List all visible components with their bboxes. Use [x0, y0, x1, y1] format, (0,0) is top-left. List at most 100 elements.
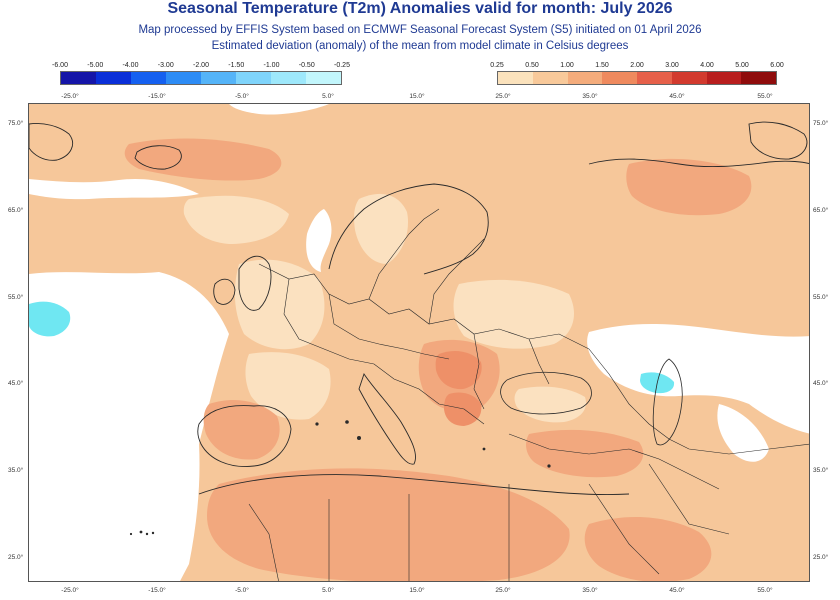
legend-tick-label: 0.50 [525, 62, 539, 69]
island-dot [357, 436, 361, 440]
island-dot [139, 530, 143, 534]
legend-tick-label: 2.00 [630, 62, 644, 69]
lon-label-bottom: 55.0° [757, 587, 773, 594]
lat-label-left: 75.0° [8, 120, 24, 127]
border-line [588, 348, 809, 455]
lat-label-left: 65.0° [8, 207, 24, 214]
border-line [283, 278, 485, 425]
legend-negative-bar [60, 71, 342, 85]
legend-swatch [306, 72, 341, 84]
island-dot [547, 464, 551, 468]
lon-label-top: -15.0° [148, 93, 166, 100]
legend-tick-label: -1.50 [228, 62, 245, 69]
neutral-zone-caspian [717, 404, 769, 462]
legend-tick-label: 3.00 [665, 62, 679, 69]
legend-tick-label: -5.00 [87, 62, 104, 69]
medium-anomaly-sahara [207, 468, 570, 581]
legend-swatch [741, 72, 776, 84]
island-dot [345, 420, 349, 424]
border-line [508, 433, 720, 490]
legend-tick-label: 1.50 [595, 62, 609, 69]
medium-anomaly-iberia [203, 400, 280, 460]
lon-label-top: 15.0° [409, 93, 425, 100]
neutral-zone-ukraine-russia [587, 324, 809, 434]
legend-tick-label: -4.00 [122, 62, 139, 69]
border-line [328, 293, 450, 360]
border-line [473, 333, 485, 410]
coastline-greenland [29, 123, 73, 161]
medium-anomaly-north-atlantic-band [124, 138, 282, 181]
lat-label-right: 55.0° [813, 294, 829, 301]
lat-label-right: 45.0° [813, 380, 829, 387]
legend-tick-label: -6.00 [52, 62, 68, 69]
lon-label-top: 5.0° [322, 93, 334, 100]
legend-swatch [637, 72, 672, 84]
legend-swatch [166, 72, 201, 84]
light-anomaly-poland-belarus [453, 279, 574, 349]
cool-anomaly-atlantic [29, 301, 71, 337]
legend-tick-label: -1.00 [263, 62, 280, 69]
lon-label-top: 35.0° [582, 93, 598, 100]
legend-negative-ticks: -6.00 -5.00 -4.00 -3.00 -2.00 -1.50 -1.00 -0.50… [52, 62, 350, 72]
coastline-britain [238, 255, 272, 311]
coastline-scandinavia [328, 183, 489, 275]
island-dot [315, 422, 319, 426]
anomaly-map-svg [29, 104, 809, 581]
light-anomaly-north-atlantic [183, 195, 289, 244]
coastlines [29, 121, 809, 495]
coastline-italy [358, 372, 416, 465]
lon-label-top: -5.0° [235, 93, 249, 100]
legend-swatch [671, 72, 707, 84]
island-dot [151, 531, 155, 535]
legend-tick-label: -0.25 [334, 62, 350, 69]
lon-label-top: 45.0° [669, 93, 685, 100]
lat-label-right: 25.0° [813, 554, 829, 561]
coastline-caspian-sea [652, 358, 683, 446]
legend-swatch [567, 72, 603, 84]
coastline-iceland [134, 145, 182, 170]
lon-label-bottom: 5.0° [322, 587, 334, 594]
border-line [258, 263, 590, 350]
strong-anomaly-balkans-south [444, 392, 482, 426]
strong-anomaly-hungary [435, 350, 482, 390]
light-anomaly-france [245, 352, 331, 420]
lat-label-left: 45.0° [8, 380, 24, 387]
lon-label-bottom: -15.0° [148, 587, 166, 594]
border-line [368, 208, 440, 300]
anomaly-map [28, 103, 810, 582]
legend-swatch [201, 72, 236, 84]
legend-swatch [498, 72, 533, 84]
coastline-ireland [213, 278, 236, 305]
map-title: Seasonal Temperature (T2m) Anomalies val… [167, 0, 673, 17]
medium-anomaly-northern-russia [626, 158, 752, 216]
neutral-zone-north-strip [229, 104, 329, 115]
legend-negative: -6.00 -5.00 -4.00 -3.00 -2.00 -1.50 -1.00 -0.50… [52, 62, 350, 86]
light-anomaly-scandinavia-west [354, 193, 409, 264]
legend-swatch [131, 72, 166, 84]
country-borders [248, 208, 809, 581]
lat-label-left: 35.0° [8, 467, 24, 474]
legend-tick-label: -3.00 [157, 62, 174, 69]
coastline-iberia [197, 405, 292, 467]
legend-tick-label: 5.00 [735, 62, 749, 69]
legend-swatch [706, 72, 742, 84]
legend-swatch [532, 72, 568, 84]
lon-label-bottom: 35.0° [582, 587, 598, 594]
border-line [588, 483, 660, 575]
border-line [428, 238, 485, 325]
island-dot [145, 532, 149, 536]
legend-swatch [61, 72, 96, 84]
lon-label-bottom: -5.0° [235, 587, 249, 594]
coastline-novaya-zemlya [748, 121, 808, 160]
medium-anomaly-arabia [584, 517, 712, 581]
lon-label-bottom: 15.0° [409, 587, 425, 594]
lon-label-bottom: 25.0° [495, 587, 511, 594]
islands [129, 420, 551, 536]
legend-tick-label: 1.00 [560, 62, 574, 69]
legend-swatch [96, 72, 131, 84]
lat-label-right: 65.0° [813, 207, 829, 214]
coastline-north-africa [198, 474, 630, 495]
legend-swatch [602, 72, 637, 84]
lon-label-top: -25.0° [61, 93, 79, 100]
neutral-zone-atlantic [29, 272, 229, 581]
